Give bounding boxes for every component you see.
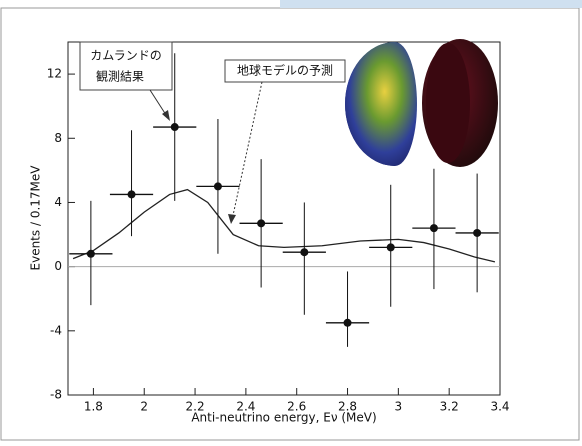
x-tick-label: 3.2: [440, 400, 459, 414]
data-point: [257, 219, 265, 227]
data-point: [387, 243, 395, 251]
x-tick-label: 2.6: [287, 400, 306, 414]
y-tick-label: -4: [50, 323, 62, 337]
x-tick-label: 2.2: [186, 400, 205, 414]
x-tick-label: 3.4: [490, 400, 509, 414]
data-point: [300, 248, 308, 256]
annotation: カムランドの: [90, 49, 161, 63]
y-axis-label: Events / 0.17MeV: [29, 165, 43, 271]
x-tick-label: 3: [395, 400, 403, 414]
x-tick-label: 1.8: [84, 400, 103, 414]
data-point: [473, 229, 481, 237]
annotation: 地球モデルの予測: [237, 63, 333, 78]
y-tick-label: 12: [47, 67, 62, 81]
data-point: [171, 123, 179, 131]
y-tick-label: 0: [54, 259, 62, 273]
data-point: [344, 319, 352, 327]
y-tick-label: 8: [54, 131, 62, 145]
y-tick-label: -8: [50, 388, 62, 402]
x-tick-label: 2.4: [236, 400, 255, 414]
data-point: [128, 190, 136, 198]
top-strip: [280, 0, 582, 8]
data-point: [214, 182, 222, 190]
chart: カムランドの 観測結果 地球モデルの予測 Anti-neutrino energ…: [0, 0, 582, 442]
x-tick-label: 2.8: [338, 400, 357, 414]
data-point: [430, 224, 438, 232]
y-tick-label: 4: [54, 195, 62, 209]
data-point: [87, 250, 95, 258]
annotation: 観測結果: [96, 70, 144, 84]
x-tick-label: 2: [140, 400, 148, 414]
